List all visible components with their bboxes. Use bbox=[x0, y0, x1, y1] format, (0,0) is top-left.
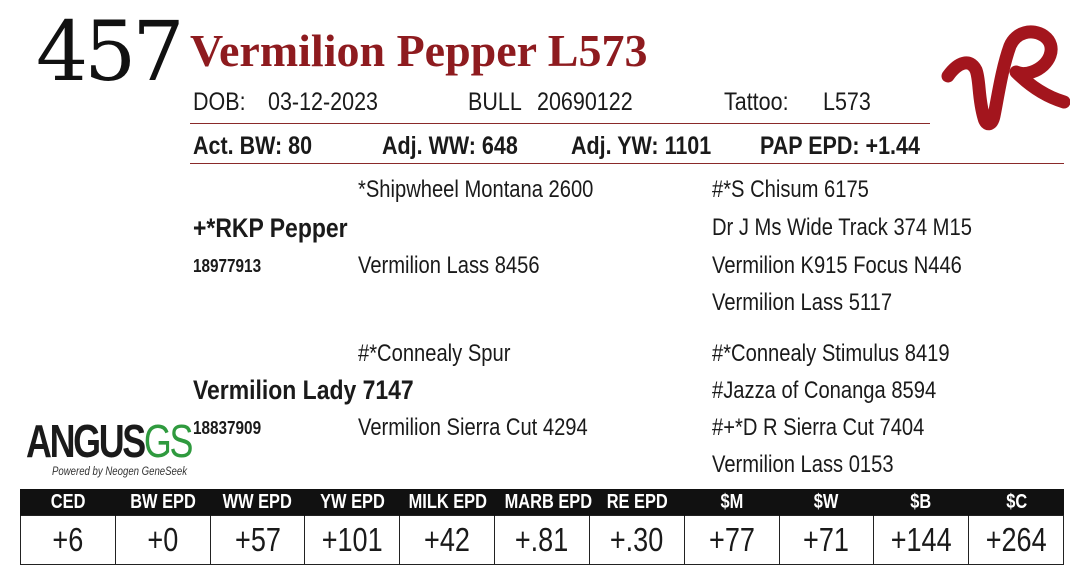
epd-value: +.81 bbox=[494, 515, 590, 565]
dam-sire: #*Connealy Spur bbox=[358, 340, 511, 367]
actual-bw: Act. BW: 80 bbox=[193, 132, 313, 160]
lot-number: 457 bbox=[36, 5, 185, 100]
epd-value: +6 bbox=[20, 515, 116, 565]
divider-line bbox=[190, 163, 1064, 164]
epd-header: YW EPD bbox=[304, 489, 400, 516]
epd-header: MILK EPD bbox=[399, 489, 495, 516]
angus-gs-logo: ANGUSGS Powered by Neogen GeneSeek bbox=[26, 418, 193, 480]
grandparent: Vermilion Lass 5117 bbox=[712, 289, 893, 316]
dam-dam: Vermilion Sierra Cut 4294 bbox=[358, 414, 588, 441]
grandparent: #*S Chisum 6175 bbox=[712, 176, 869, 203]
epd-header: CED bbox=[20, 489, 116, 516]
sire-sire: *Shipwheel Montana 2600 bbox=[358, 176, 594, 203]
grandparent: #+*D R Sierra Cut 7404 bbox=[712, 414, 925, 441]
dam-name: Vermilion Lady 7147 bbox=[193, 375, 414, 405]
epd-value: +0 bbox=[114, 515, 211, 565]
epd-header-row: CED BW EPD WW EPD YW EPD MILK EPD MARB E… bbox=[20, 489, 1064, 516]
registration-number: 20690122 bbox=[537, 88, 633, 116]
sire-dam: Vermilion Lass 8456 bbox=[358, 252, 540, 279]
epd-header: $C bbox=[968, 489, 1064, 516]
epd-value: +144 bbox=[873, 515, 970, 565]
sire-name: +*RKP Pepper bbox=[193, 213, 348, 243]
grandparent: #Jazza of Conanga 8594 bbox=[712, 377, 937, 404]
epd-value: +101 bbox=[304, 515, 401, 565]
dam-registration: 18837909 bbox=[193, 418, 262, 438]
epd-header: $W bbox=[778, 489, 874, 516]
grandparent: Vermilion Lass 0153 bbox=[712, 451, 894, 478]
epd-header: BW EPD bbox=[114, 489, 211, 516]
sire-registration: 18977913 bbox=[193, 256, 262, 276]
epd-header: RE EPD bbox=[588, 489, 685, 516]
epd-header: $B bbox=[873, 489, 969, 516]
breeder-logo bbox=[941, 25, 1070, 131]
sex-label: BULL bbox=[468, 88, 522, 116]
epd-header: MARB EPD bbox=[494, 489, 592, 516]
epd-value: +42 bbox=[399, 515, 496, 565]
epd-header: WW EPD bbox=[209, 489, 305, 516]
epd-header: $M bbox=[683, 489, 779, 516]
grandparent: Vermilion K915 Focus N446 bbox=[712, 252, 962, 279]
tattoo-value: L573 bbox=[823, 88, 871, 116]
pap-epd: PAP EPD: +1.44 bbox=[760, 132, 920, 160]
adjusted-yw: Adj. YW: 1101 bbox=[571, 132, 712, 160]
animal-name: Vermilion Pepper L573 bbox=[190, 25, 648, 76]
epd-value: +264 bbox=[968, 515, 1064, 565]
divider-line bbox=[190, 123, 930, 124]
grandparent: Dr J Ms Wide Track 374 M15 bbox=[712, 214, 972, 241]
dob-value: 03-12-2023 bbox=[268, 88, 378, 116]
angus-wordmark: ANGUSGS bbox=[26, 415, 193, 467]
epd-table: CED BW EPD WW EPD YW EPD MILK EPD MARB E… bbox=[20, 489, 1064, 565]
adjusted-ww: Adj. WW: 648 bbox=[382, 132, 518, 160]
epd-value: +71 bbox=[778, 515, 875, 565]
grandparent: #*Connealy Stimulus 8419 bbox=[712, 340, 950, 367]
epd-value: +57 bbox=[209, 515, 306, 565]
dob-label: DOB: bbox=[193, 88, 246, 116]
epd-value: +.30 bbox=[588, 515, 685, 565]
tattoo-label: Tattoo: bbox=[724, 88, 789, 116]
epd-value-row: +6 +0 +57 +101 +42 +.81 +.30 +77 +71 +14… bbox=[20, 515, 1064, 565]
epd-value: +77 bbox=[683, 515, 780, 565]
angus-tagline: Powered by Neogen GeneSeek bbox=[52, 464, 188, 478]
